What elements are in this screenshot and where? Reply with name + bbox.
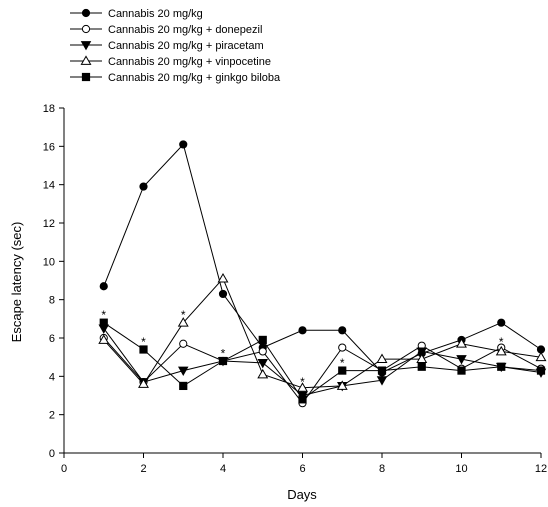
series-line <box>103 277 542 389</box>
data-point <box>416 353 428 363</box>
series-line <box>103 143 542 374</box>
significance-star: * <box>141 335 146 349</box>
data-point <box>456 338 467 348</box>
significance-star: * <box>499 335 504 349</box>
series-line <box>103 337 542 405</box>
significance-star: * <box>340 356 345 370</box>
x-tick-label: 8 <box>379 463 385 475</box>
legend-label: Cannabis 20 mg/kg + vinpocetine <box>108 56 271 68</box>
data-point <box>98 334 110 344</box>
data-point <box>179 339 188 348</box>
y-tick-label: 2 <box>49 410 55 422</box>
legend-label: Cannabis 20 mg/kg + ginkgo biloba <box>108 72 281 84</box>
significance-star: * <box>300 375 305 389</box>
data-point <box>218 356 228 366</box>
data-point <box>258 347 267 356</box>
y-tick-label: 0 <box>49 448 55 460</box>
data-point <box>138 378 149 388</box>
data-point <box>338 326 347 335</box>
series-5 <box>99 318 546 404</box>
legend-entry: Cannabis 20 mg/kg + piracetam <box>70 40 264 52</box>
legend-marker <box>81 8 91 18</box>
y-tick-label: 12 <box>43 218 55 230</box>
x-tick-label: 12 <box>535 463 547 475</box>
legend-entry: Cannabis 20 mg/kg + donepezil <box>70 24 262 36</box>
data-point <box>336 380 348 390</box>
data-point <box>457 366 466 375</box>
data-point <box>179 140 188 149</box>
data-point <box>139 345 148 354</box>
y-tick-label: 18 <box>43 103 55 115</box>
data-point <box>377 366 387 375</box>
significance-star: * <box>101 308 106 322</box>
legend-marker <box>80 41 92 51</box>
y-tick-label: 14 <box>43 180 55 192</box>
data-point <box>338 366 347 375</box>
series-line <box>103 322 542 401</box>
data-point <box>257 359 269 369</box>
data-point <box>139 182 148 191</box>
data-point <box>535 351 547 362</box>
data-point <box>376 353 388 363</box>
x-axis-title: Days <box>287 487 317 502</box>
legend-entry: Cannabis 20 mg/kg + ginkgo biloba <box>70 72 281 84</box>
data-point <box>177 366 189 377</box>
data-point <box>179 381 188 391</box>
data-point <box>177 317 189 327</box>
legend-marker <box>81 24 91 34</box>
data-point <box>536 366 546 375</box>
series-line <box>103 328 542 397</box>
data-point <box>376 376 388 386</box>
axes: 0 2 4 6 8 10 12 14 16 18 0 2 4 6 8 10 12 <box>43 103 547 475</box>
x-tick-label: 0 <box>61 463 67 475</box>
data-point <box>417 362 426 371</box>
legend-label: Cannabis 20 mg/kg + donepezil <box>108 24 262 36</box>
data-point <box>297 382 308 392</box>
x-tick-label: 6 <box>299 463 305 475</box>
legend: Cannabis 20 mg/kg Cannabis 20 mg/kg + don… <box>70 8 281 84</box>
data-point <box>298 326 307 335</box>
legend-marker <box>80 55 92 65</box>
legend-entry: Cannabis 20 mg/kg + vinpocetine <box>70 55 271 68</box>
series-4 <box>98 272 547 392</box>
significance-star: * <box>181 308 186 322</box>
data-point <box>298 395 307 404</box>
data-point <box>456 355 467 365</box>
data-point <box>99 282 108 291</box>
data-point <box>257 368 269 379</box>
data-point <box>338 343 347 352</box>
legend-label: Cannabis 20 mg/kg + piracetam <box>108 40 264 52</box>
y-tick-label: 8 <box>49 295 55 307</box>
x-tick-label: 4 <box>220 463 226 475</box>
x-tick-label: 2 <box>140 463 146 475</box>
series-1 <box>99 140 546 377</box>
y-tick-label: 6 <box>49 333 55 345</box>
x-tick-label: 10 <box>455 463 467 475</box>
annotation-layer: * * * * * * * <box>101 308 504 389</box>
legend-marker <box>81 72 91 82</box>
data-point <box>495 345 507 356</box>
data-point <box>217 272 229 283</box>
data-point <box>218 289 228 299</box>
significance-star: * <box>221 346 226 360</box>
series-3 <box>98 324 547 401</box>
data-point <box>497 362 506 371</box>
data-point <box>416 347 428 357</box>
legend-entry: Cannabis 20 mg/kg <box>70 8 203 20</box>
y-tick-label: 16 <box>43 141 55 153</box>
y-tick-label: 4 <box>49 371 55 383</box>
y-tick-label: 10 <box>43 256 55 268</box>
data-point <box>258 335 267 345</box>
series-layer <box>98 140 547 408</box>
data-point <box>99 318 108 327</box>
data-point <box>497 318 506 327</box>
y-axis-title: Escape latency (sec) <box>9 222 24 343</box>
legend-label: Cannabis 20 mg/kg <box>108 8 203 20</box>
